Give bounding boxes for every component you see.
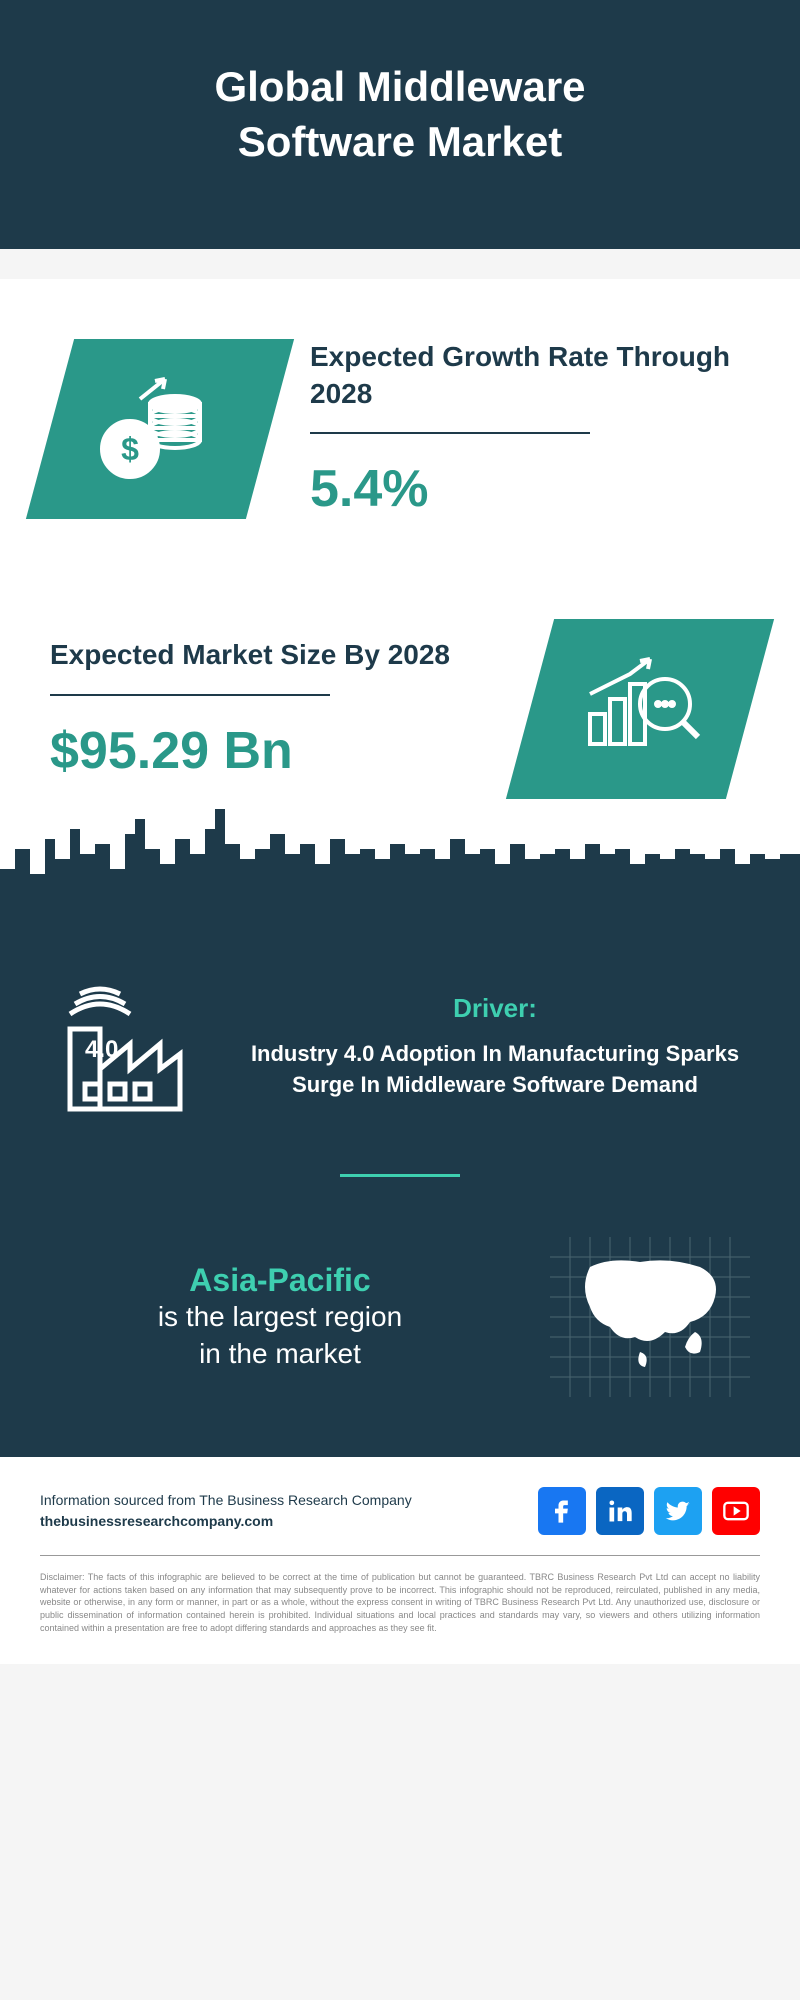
footer: Information sourced from The Business Re… xyxy=(0,1457,800,1664)
growth-icon-box: $ xyxy=(26,339,294,519)
market-icon-box xyxy=(506,619,774,799)
growth-stat: Expected Growth Rate Through 2028 5.4% xyxy=(310,339,750,519)
market-title: Expected Market Size By 2028 xyxy=(50,637,490,673)
linkedin-icon[interactable] xyxy=(596,1487,644,1535)
region-line1: is the largest region xyxy=(50,1299,510,1335)
market-value: $95.29 Bn xyxy=(50,721,490,781)
twitter-icon[interactable] xyxy=(654,1487,702,1535)
driver-label: Driver: xyxy=(240,993,750,1024)
driver-description: Industry 4.0 Adoption In Manufacturing S… xyxy=(240,1039,750,1101)
growth-section: $ Expected Growth Rate Through 2028 5.4% xyxy=(0,279,800,579)
skyline-graphic xyxy=(0,799,800,919)
driver-row: 4.0 Driver: Industry 4.0 Adoption In Man… xyxy=(50,969,750,1124)
growth-value: 5.4% xyxy=(310,459,750,519)
region-row: Asia-Pacific is the largest region in th… xyxy=(50,1237,750,1397)
svg-text:$: $ xyxy=(121,431,139,467)
youtube-icon[interactable] xyxy=(712,1487,760,1535)
teal-divider xyxy=(340,1174,460,1177)
header: Global Middleware Software Market xyxy=(0,0,800,249)
disclaimer-text: Disclaimer: The facts of this infographi… xyxy=(40,1571,760,1634)
market-stat: Expected Market Size By 2028 $95.29 Bn xyxy=(50,637,490,780)
facebook-icon[interactable] xyxy=(538,1487,586,1535)
factory-icon: 4.0 xyxy=(50,969,200,1124)
region-text: Asia-Pacific is the largest region in th… xyxy=(50,1262,510,1372)
source-text: Information sourced from The Business Re… xyxy=(40,1490,412,1532)
region-line2: in the market xyxy=(50,1336,510,1372)
chart-magnify-icon xyxy=(570,644,710,774)
page-title: Global Middleware Software Market xyxy=(40,60,760,169)
svg-text:4.0: 4.0 xyxy=(85,1036,118,1063)
region-highlight: Asia-Pacific xyxy=(50,1262,510,1299)
driver-text: Driver: Industry 4.0 Adoption In Manufac… xyxy=(240,993,750,1101)
asia-map-icon xyxy=(550,1237,750,1397)
social-icons xyxy=(538,1487,760,1535)
driver-region-section: 4.0 Driver: Industry 4.0 Adoption In Man… xyxy=(0,919,800,1457)
growth-title: Expected Growth Rate Through 2028 xyxy=(310,339,750,412)
divider xyxy=(310,432,590,434)
spacer xyxy=(0,249,800,279)
footer-top: Information sourced from The Business Re… xyxy=(40,1487,760,1556)
market-size-section: Expected Market Size By 2028 $95.29 Bn xyxy=(0,579,800,799)
divider xyxy=(50,694,330,696)
coins-arrow-icon: $ xyxy=(90,364,230,494)
